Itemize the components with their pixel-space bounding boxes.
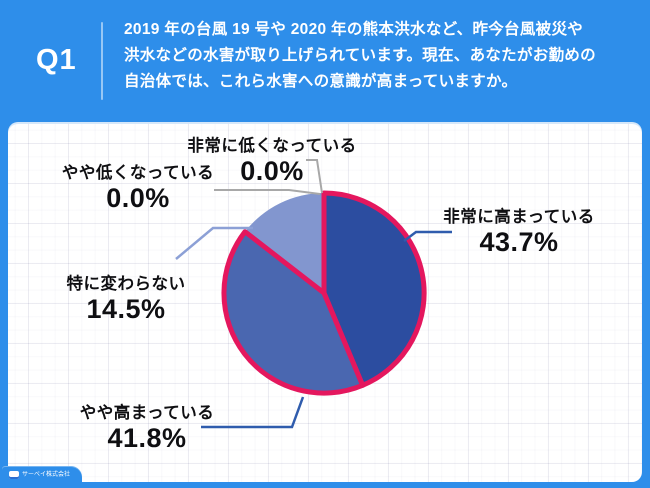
chart-panel: 非常に高まっている 43.7% やや高まっている 41.8% 特に変わらない 1… xyxy=(8,122,642,482)
callout-label: やや高まっている xyxy=(79,404,215,422)
pie-slice xyxy=(321,190,427,388)
question-line-3: 自治体では、これら水害への意識が高まっていますか。 xyxy=(124,73,518,90)
pie-slice xyxy=(221,229,366,396)
callout-somewhat-high: やや高まっている 41.8% xyxy=(79,402,215,453)
callout-label: 非常に低くなっている xyxy=(187,137,357,155)
callout-label: やや低くなっている xyxy=(61,164,215,182)
question-number: Q1 xyxy=(36,44,77,76)
callout-label: 非常に高まっている xyxy=(443,208,595,226)
leader-line xyxy=(175,226,253,260)
callout-percent: 0.0% xyxy=(240,156,304,186)
question-line-1: 2019 年の台風 19 号や 2020 年の熊本洪水など、昨今台風被災や xyxy=(124,21,584,38)
callout-percent: 43.7% xyxy=(479,227,559,257)
callout-very-high: 非常に高まっている 43.7% xyxy=(443,206,595,257)
watermark-logo-icon xyxy=(9,470,19,479)
watermark-tab: サーベイ株式会社 xyxy=(2,466,82,483)
callout-label: 特に変わらない xyxy=(66,275,186,293)
callout-somewhat-low: やや低くなっている 0.0% xyxy=(61,162,215,213)
header-divider xyxy=(101,22,103,100)
watermark-text: サーベイ株式会社 xyxy=(22,471,71,478)
callout-percent: 0.0% xyxy=(106,183,170,213)
leader-line xyxy=(403,230,452,242)
callout-very-low: 非常に低くなっている 0.0% xyxy=(187,135,357,186)
question-text: 2019 年の台風 19 号や 2020 年の熊本洪水など、昨今台風被災や 洪水… xyxy=(124,17,636,95)
leader-line xyxy=(201,396,305,429)
question-header: Q1 2019 年の台風 19 号や 2020 年の熊本洪水など、昨今台風被災や… xyxy=(0,0,650,122)
leader-line xyxy=(214,189,321,195)
pie-chart xyxy=(175,159,452,429)
callout-percent: 41.8% xyxy=(107,423,187,453)
callout-no-change: 特に変わらない 14.5% xyxy=(66,273,186,324)
callout-percent: 14.5% xyxy=(86,294,166,324)
pie-slice xyxy=(245,193,324,293)
question-line-2: 洪水などの水害が取り上げられています。現在、あなたがお勤めの xyxy=(124,47,596,64)
leader-line xyxy=(306,159,323,194)
